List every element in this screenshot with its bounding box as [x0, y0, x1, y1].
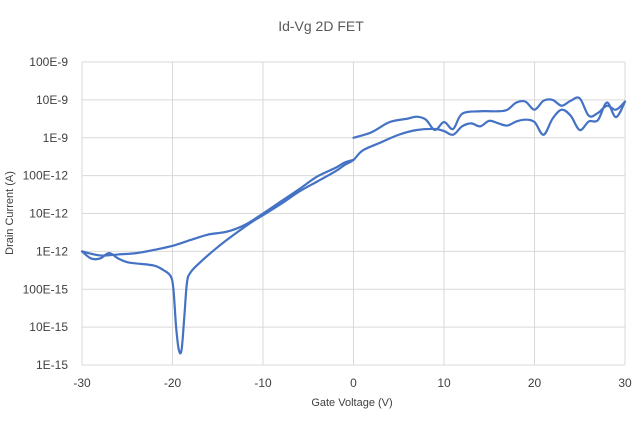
x-tick-label: 30	[618, 376, 632, 390]
series-line-3	[80, 158, 355, 257]
series-line-2	[352, 96, 627, 139]
y-tick-label: 10E-12	[29, 207, 68, 221]
series-line-1	[80, 100, 627, 355]
x-tick-label: -20	[164, 376, 182, 390]
series-lines	[80, 96, 627, 355]
y-tick-label: 100E-15	[23, 282, 69, 296]
x-axis-label: Gate Voltage (V)	[311, 397, 392, 409]
y-tick-label: 100E-12	[23, 169, 69, 183]
x-tick-label: -10	[254, 376, 272, 390]
y-tick-labels: 1E-15 10E-15 100E-15 1E-12 10E-12 100E-12 1E-9…	[23, 55, 69, 372]
x-tick-label: 0	[350, 376, 357, 390]
y-tick-label: 10E-9	[36, 93, 68, 107]
x-tick-label: -30	[73, 376, 91, 390]
y-tick-label: 1E-12	[36, 244, 68, 258]
y-tick-label: 10E-15	[29, 320, 68, 334]
chart-title: Id-Vg 2D FET	[278, 18, 364, 34]
y-tick-label: 1E-9	[43, 131, 69, 145]
x-tick-label: 10	[437, 376, 451, 390]
x-tick-label: 20	[528, 376, 542, 390]
grid	[81, 61, 626, 366]
y-tick-label: 100E-9	[29, 55, 68, 69]
y-axis-label: Drain Current (A)	[4, 171, 16, 255]
y-tick-label: 1E-15	[36, 358, 68, 372]
x-tick-labels: -30 -20 -10 0 10 20 30	[73, 376, 632, 390]
